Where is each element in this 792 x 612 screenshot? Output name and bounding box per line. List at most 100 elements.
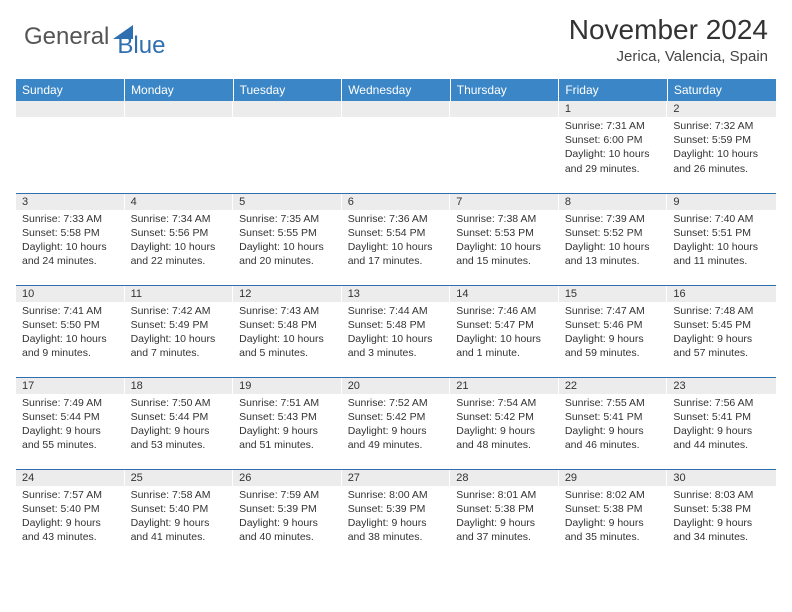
sunrise-text: Sunrise: 7:42 AM — [131, 304, 228, 318]
logo: General Blue — [24, 14, 165, 60]
day-number: 19 — [233, 378, 342, 394]
sunset-text: Sunset: 5:42 PM — [456, 410, 553, 424]
day-number: 10 — [16, 286, 125, 302]
calendar-day-cell: 6Sunrise: 7:36 AMSunset: 5:54 PMDaylight… — [342, 193, 451, 285]
sunset-text: Sunset: 5:55 PM — [239, 226, 336, 240]
daylight-text: Daylight: 9 hours and 35 minutes. — [565, 516, 662, 544]
sunrise-text: Sunrise: 7:43 AM — [239, 304, 336, 318]
sunset-text: Sunset: 5:48 PM — [239, 318, 336, 332]
sunrise-text: Sunrise: 7:31 AM — [565, 119, 662, 133]
day-details: Sunrise: 7:55 AMSunset: 5:41 PMDaylight:… — [559, 394, 668, 457]
weekday-header: Thursday — [450, 79, 559, 101]
sunset-text: Sunset: 5:42 PM — [348, 410, 445, 424]
calendar-week-row: 24Sunrise: 7:57 AMSunset: 5:40 PMDayligh… — [16, 469, 776, 561]
day-number: 3 — [16, 194, 125, 210]
day-details: Sunrise: 8:00 AMSunset: 5:39 PMDaylight:… — [342, 486, 451, 549]
calendar-day-cell — [16, 101, 125, 193]
daylight-text: Daylight: 10 hours and 20 minutes. — [239, 240, 336, 268]
day-details: Sunrise: 7:52 AMSunset: 5:42 PMDaylight:… — [342, 394, 451, 457]
sunrise-text: Sunrise: 7:58 AM — [131, 488, 228, 502]
day-number: 25 — [125, 470, 234, 486]
day-details: Sunrise: 7:36 AMSunset: 5:54 PMDaylight:… — [342, 210, 451, 273]
calendar-day-cell: 17Sunrise: 7:49 AMSunset: 5:44 PMDayligh… — [16, 377, 125, 469]
sunset-text: Sunset: 6:00 PM — [565, 133, 662, 147]
day-details: Sunrise: 7:42 AMSunset: 5:49 PMDaylight:… — [125, 302, 234, 365]
day-number: 22 — [559, 378, 668, 394]
calendar-day-cell: 1Sunrise: 7:31 AMSunset: 6:00 PMDaylight… — [559, 101, 668, 193]
day-details: Sunrise: 7:54 AMSunset: 5:42 PMDaylight:… — [450, 394, 559, 457]
sunset-text: Sunset: 5:52 PM — [565, 226, 662, 240]
day-details: Sunrise: 7:50 AMSunset: 5:44 PMDaylight:… — [125, 394, 234, 457]
day-details: Sunrise: 8:03 AMSunset: 5:38 PMDaylight:… — [667, 486, 776, 549]
day-details: Sunrise: 7:40 AMSunset: 5:51 PMDaylight:… — [667, 210, 776, 273]
day-number: 5 — [233, 194, 342, 210]
day-number — [342, 101, 451, 117]
sunrise-text: Sunrise: 7:49 AM — [22, 396, 119, 410]
sunrise-text: Sunrise: 7:54 AM — [456, 396, 553, 410]
daylight-text: Daylight: 10 hours and 29 minutes. — [565, 147, 662, 175]
day-number: 9 — [667, 194, 776, 210]
sunrise-text: Sunrise: 7:57 AM — [22, 488, 119, 502]
sunset-text: Sunset: 5:48 PM — [348, 318, 445, 332]
day-details: Sunrise: 8:01 AMSunset: 5:38 PMDaylight:… — [450, 486, 559, 549]
daylight-text: Daylight: 10 hours and 24 minutes. — [22, 240, 119, 268]
day-number: 8 — [559, 194, 668, 210]
sunset-text: Sunset: 5:40 PM — [22, 502, 119, 516]
daylight-text: Daylight: 9 hours and 40 minutes. — [239, 516, 336, 544]
day-number: 12 — [233, 286, 342, 302]
location: Jerica, Valencia, Spain — [569, 48, 768, 65]
calendar-day-cell: 5Sunrise: 7:35 AMSunset: 5:55 PMDaylight… — [233, 193, 342, 285]
daylight-text: Daylight: 10 hours and 15 minutes. — [456, 240, 553, 268]
sunrise-text: Sunrise: 8:01 AM — [456, 488, 553, 502]
weekday-header: Wednesday — [342, 79, 451, 101]
sunset-text: Sunset: 5:44 PM — [131, 410, 228, 424]
day-details: Sunrise: 7:38 AMSunset: 5:53 PMDaylight:… — [450, 210, 559, 273]
daylight-text: Daylight: 10 hours and 3 minutes. — [348, 332, 445, 360]
calendar-day-cell — [125, 101, 234, 193]
daylight-text: Daylight: 9 hours and 49 minutes. — [348, 424, 445, 452]
daylight-text: Daylight: 10 hours and 1 minute. — [456, 332, 553, 360]
sunrise-text: Sunrise: 8:03 AM — [673, 488, 770, 502]
daylight-text: Daylight: 10 hours and 13 minutes. — [565, 240, 662, 268]
day-number: 26 — [233, 470, 342, 486]
header: General Blue November 2024 Jerica, Valen… — [0, 0, 792, 73]
sunrise-text: Sunrise: 7:46 AM — [456, 304, 553, 318]
weekday-header: Saturday — [667, 79, 776, 101]
day-details: Sunrise: 7:57 AMSunset: 5:40 PMDaylight:… — [16, 486, 125, 549]
calendar-day-cell: 30Sunrise: 8:03 AMSunset: 5:38 PMDayligh… — [667, 469, 776, 561]
daylight-text: Daylight: 9 hours and 44 minutes. — [673, 424, 770, 452]
daylight-text: Daylight: 9 hours and 41 minutes. — [131, 516, 228, 544]
calendar-day-cell: 29Sunrise: 8:02 AMSunset: 5:38 PMDayligh… — [559, 469, 668, 561]
sunset-text: Sunset: 5:54 PM — [348, 226, 445, 240]
calendar-day-cell: 4Sunrise: 7:34 AMSunset: 5:56 PMDaylight… — [125, 193, 234, 285]
calendar-day-cell: 26Sunrise: 7:59 AMSunset: 5:39 PMDayligh… — [233, 469, 342, 561]
sunrise-text: Sunrise: 7:41 AM — [22, 304, 119, 318]
day-number: 23 — [667, 378, 776, 394]
calendar-day-cell: 15Sunrise: 7:47 AMSunset: 5:46 PMDayligh… — [559, 285, 668, 377]
calendar-day-cell: 21Sunrise: 7:54 AMSunset: 5:42 PMDayligh… — [450, 377, 559, 469]
sunset-text: Sunset: 5:43 PM — [239, 410, 336, 424]
sunset-text: Sunset: 5:44 PM — [22, 410, 119, 424]
day-details: Sunrise: 7:41 AMSunset: 5:50 PMDaylight:… — [16, 302, 125, 365]
sunset-text: Sunset: 5:47 PM — [456, 318, 553, 332]
day-details: Sunrise: 7:59 AMSunset: 5:39 PMDaylight:… — [233, 486, 342, 549]
sunset-text: Sunset: 5:56 PM — [131, 226, 228, 240]
day-details: Sunrise: 7:31 AMSunset: 6:00 PMDaylight:… — [559, 117, 668, 180]
calendar-week-row: 1Sunrise: 7:31 AMSunset: 6:00 PMDaylight… — [16, 101, 776, 193]
calendar-day-cell: 14Sunrise: 7:46 AMSunset: 5:47 PMDayligh… — [450, 285, 559, 377]
daylight-text: Daylight: 10 hours and 11 minutes. — [673, 240, 770, 268]
day-details: Sunrise: 7:48 AMSunset: 5:45 PMDaylight:… — [667, 302, 776, 365]
day-number: 16 — [667, 286, 776, 302]
daylight-text: Daylight: 10 hours and 9 minutes. — [22, 332, 119, 360]
sunrise-text: Sunrise: 7:52 AM — [348, 396, 445, 410]
daylight-text: Daylight: 9 hours and 57 minutes. — [673, 332, 770, 360]
day-number: 6 — [342, 194, 451, 210]
day-number: 13 — [342, 286, 451, 302]
daylight-text: Daylight: 10 hours and 22 minutes. — [131, 240, 228, 268]
calendar-day-cell: 8Sunrise: 7:39 AMSunset: 5:52 PMDaylight… — [559, 193, 668, 285]
weekday-header: Tuesday — [233, 79, 342, 101]
sunrise-text: Sunrise: 7:51 AM — [239, 396, 336, 410]
calendar-table: Sunday Monday Tuesday Wednesday Thursday… — [16, 79, 776, 561]
daylight-text: Daylight: 9 hours and 43 minutes. — [22, 516, 119, 544]
day-number: 11 — [125, 286, 234, 302]
